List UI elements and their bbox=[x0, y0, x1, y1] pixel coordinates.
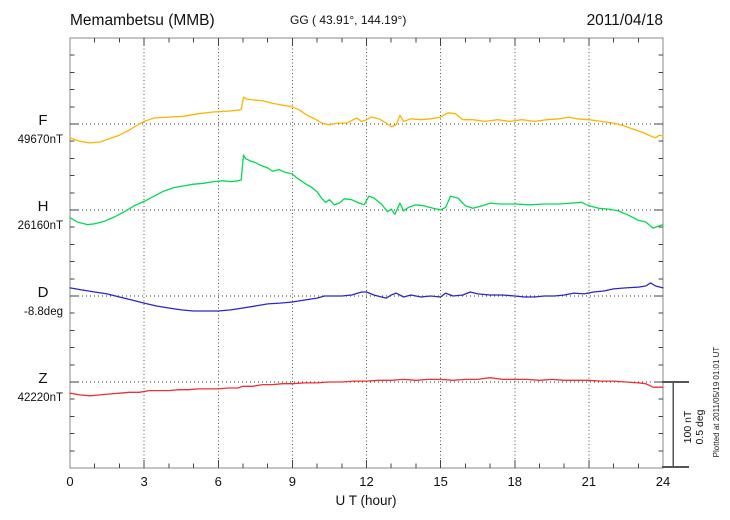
series-value-F: 49670nT bbox=[18, 134, 63, 146]
coords-label: GG ( 43.91°, 144.19°) bbox=[290, 13, 406, 27]
trace-Z bbox=[69, 377, 664, 397]
scalebar-label-nt: 100 nT bbox=[682, 410, 694, 443]
series-letter-F: F bbox=[38, 112, 47, 129]
trace-H bbox=[69, 154, 664, 229]
plotted-at-note: Plotted at 2011/05/19 01:01 UT bbox=[712, 347, 721, 458]
x-tick-label: 15 bbox=[433, 474, 447, 489]
scalebar-label-deg: 0.5 deg bbox=[694, 409, 706, 444]
series-value-D: -8.8deg bbox=[24, 306, 63, 318]
series-value-H: 26160nT bbox=[18, 220, 63, 232]
x-tick-label: 0 bbox=[66, 474, 73, 489]
x-tick-label: 24 bbox=[656, 474, 670, 489]
series-labels: F 49670nT H 26160nT D -8.8deg Z 42220nT bbox=[18, 112, 63, 404]
series-letter-Z: Z bbox=[38, 370, 47, 387]
series-letter-D: D bbox=[38, 284, 49, 301]
plot-grid bbox=[69, 37, 664, 469]
trace-D bbox=[69, 282, 664, 312]
scale-bar bbox=[662, 381, 689, 468]
x-tick-label: 18 bbox=[508, 474, 522, 489]
plot-traces bbox=[69, 96, 664, 397]
x-tick-label: 3 bbox=[141, 474, 148, 489]
x-tick-labels: 0 3 6 9 12 15 18 21 24 bbox=[66, 474, 670, 489]
trace-F bbox=[69, 96, 664, 144]
date-label: 2011/04/18 bbox=[587, 12, 663, 29]
series-value-Z: 42220nT bbox=[18, 392, 63, 404]
series-letter-H: H bbox=[38, 198, 49, 215]
station-title: Memambetsu (MMB) bbox=[70, 12, 215, 29]
x-tick-label: 6 bbox=[215, 474, 222, 489]
x-tick-label: 12 bbox=[359, 474, 373, 489]
x-axis-label: U T (hour) bbox=[335, 493, 396, 508]
x-tick-label: 21 bbox=[582, 474, 596, 489]
plot-frame bbox=[69, 37, 664, 469]
x-tick-label: 9 bbox=[289, 474, 296, 489]
